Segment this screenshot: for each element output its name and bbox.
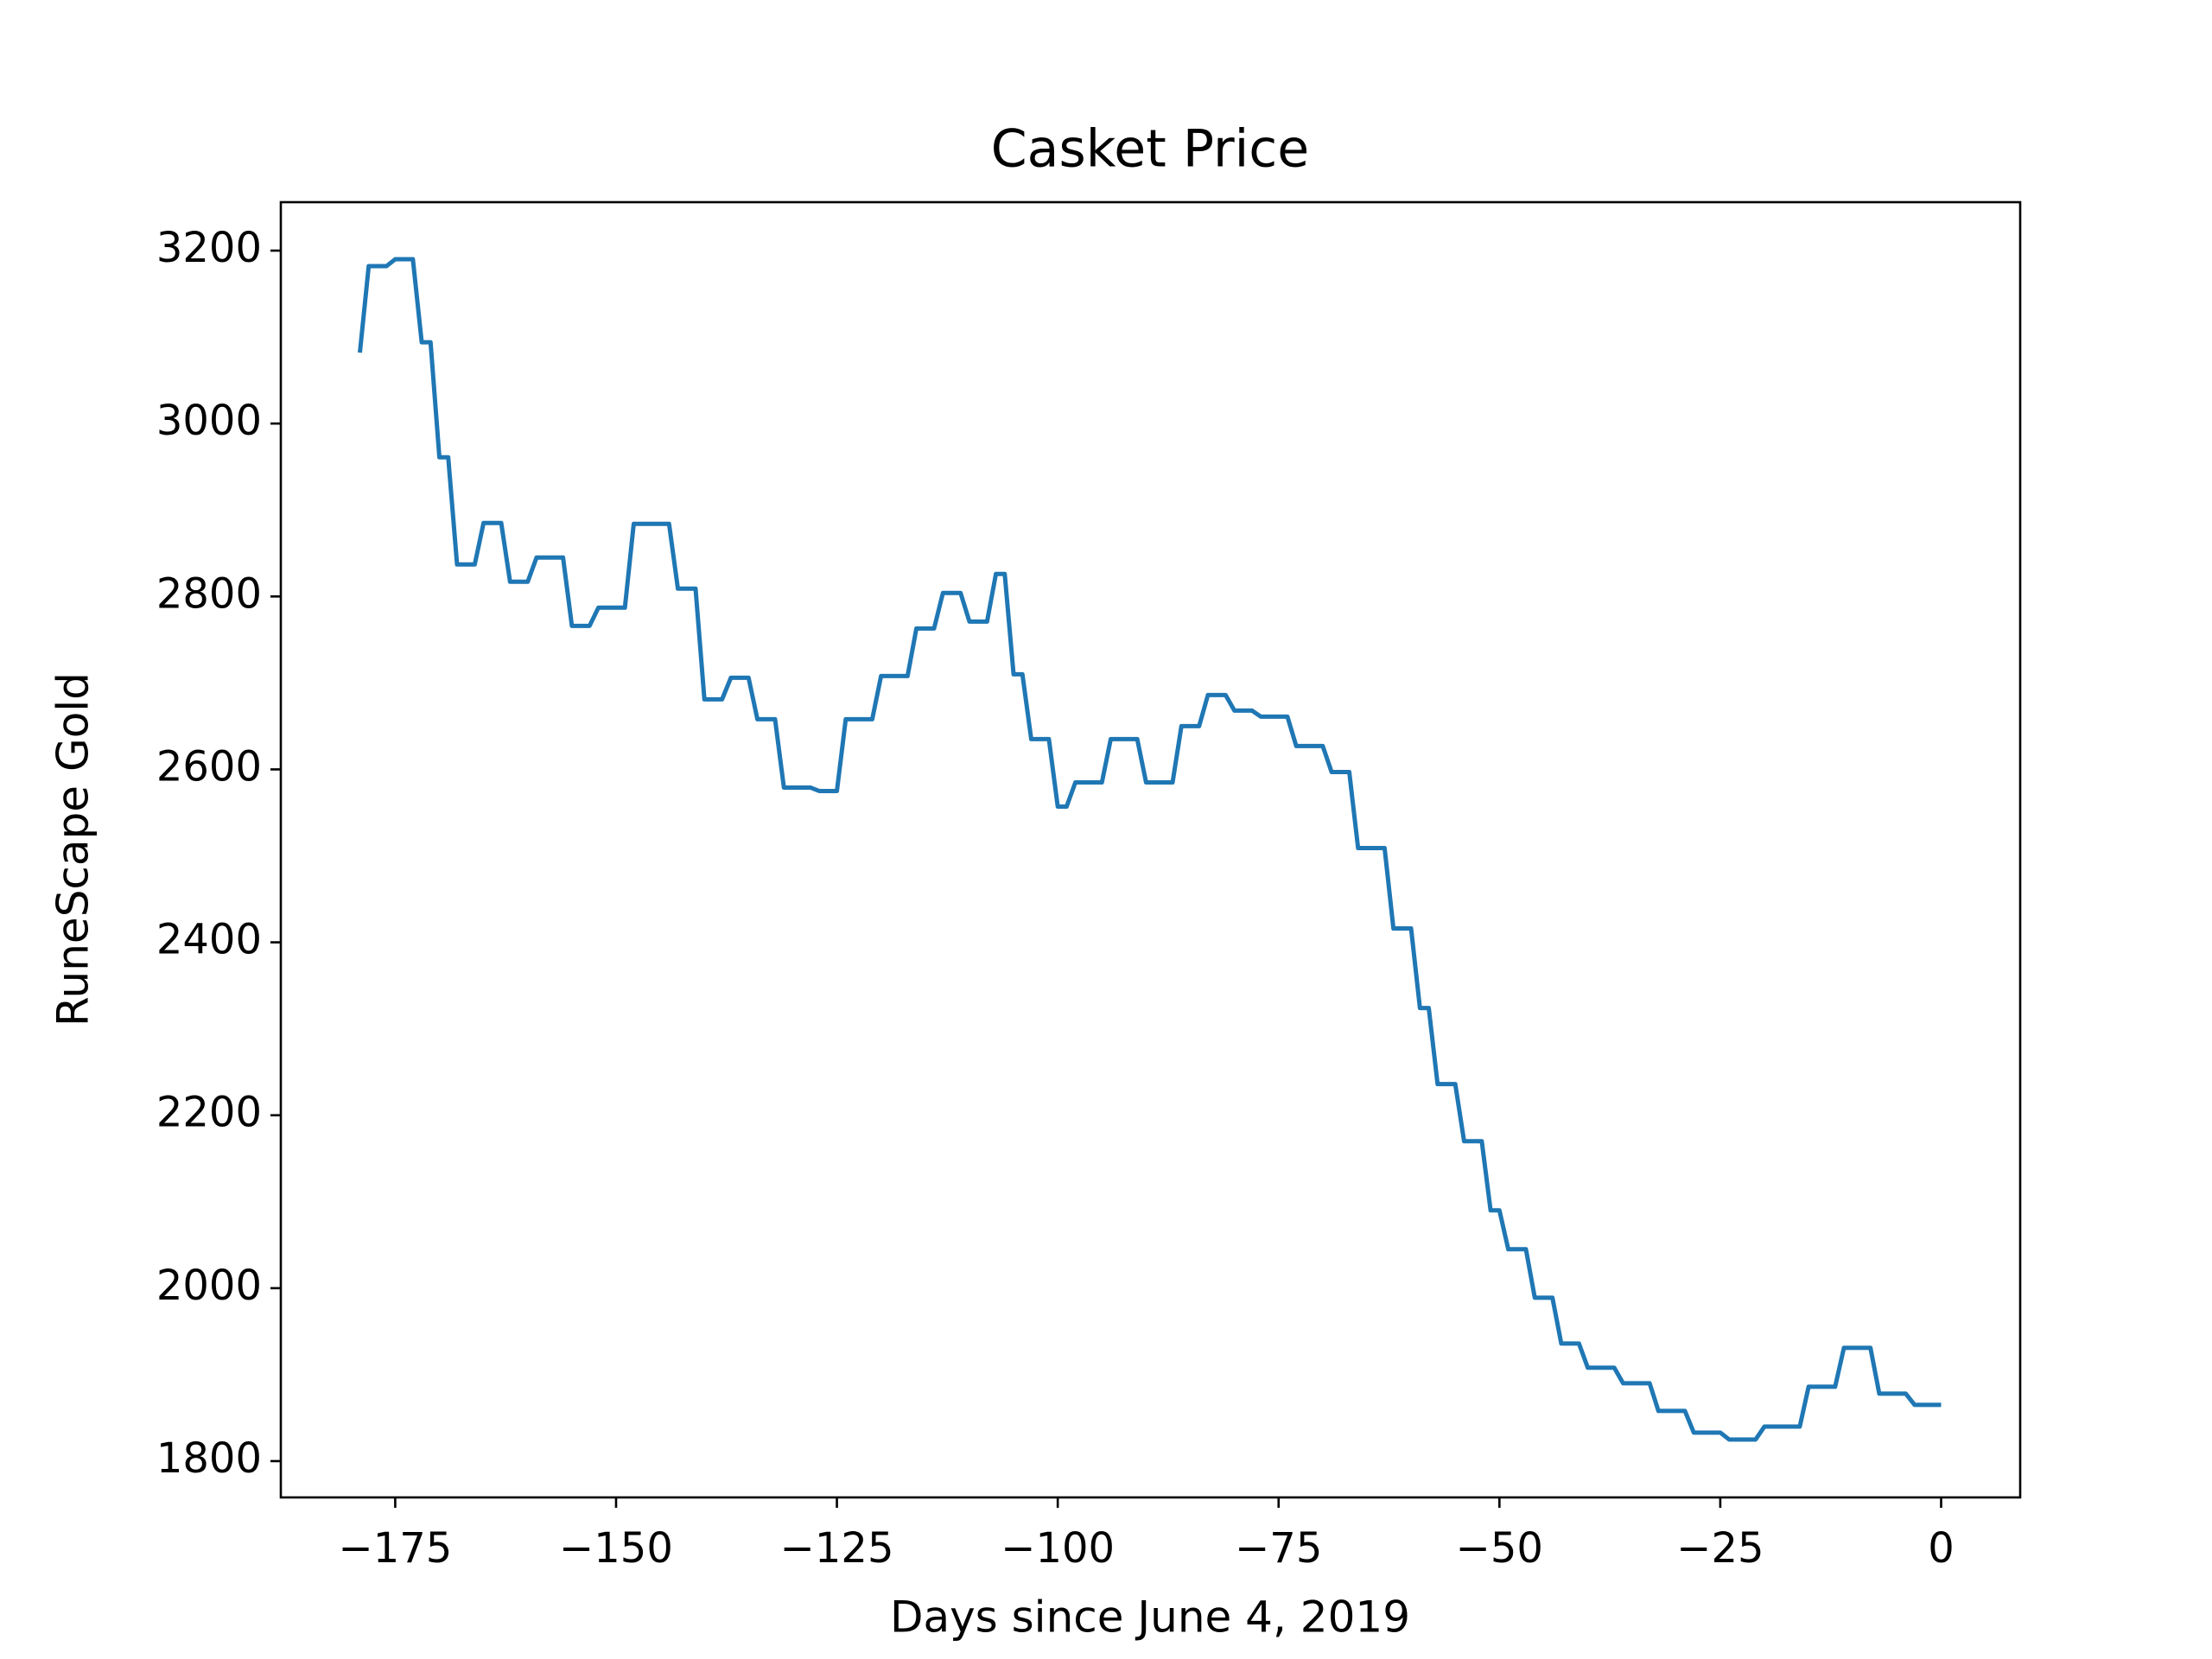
y-tick-label: 2800 (156, 569, 262, 618)
chart-title: Casket Price (991, 119, 1309, 180)
y-tick-label: 2000 (156, 1262, 262, 1310)
y-tick-label: 2600 (156, 742, 262, 791)
y-tick-label: 1800 (156, 1434, 262, 1483)
x-tick-label: −25 (1676, 1524, 1764, 1573)
x-tick-label: 0 (1928, 1524, 1955, 1573)
x-tick-label: −175 (338, 1524, 452, 1573)
x-tick-label: −75 (1235, 1524, 1322, 1573)
x-tick-label: −125 (780, 1524, 894, 1573)
x-tick-label: −150 (559, 1524, 673, 1573)
data-line (358, 257, 1942, 1442)
x-tick-label: −50 (1456, 1524, 1543, 1573)
y-tick-label: 3000 (156, 397, 262, 445)
y-tick-label: 3200 (156, 224, 262, 272)
x-tick-label: −100 (1001, 1524, 1115, 1573)
plot-frame (279, 200, 2022, 1499)
y-axis-label: RuneScape Gold (48, 672, 99, 1027)
y-tick-label: 2400 (156, 916, 262, 964)
x-axis-label: Days since June 4, 2019 (890, 1592, 1410, 1643)
y-tick-label: 2200 (156, 1089, 262, 1137)
